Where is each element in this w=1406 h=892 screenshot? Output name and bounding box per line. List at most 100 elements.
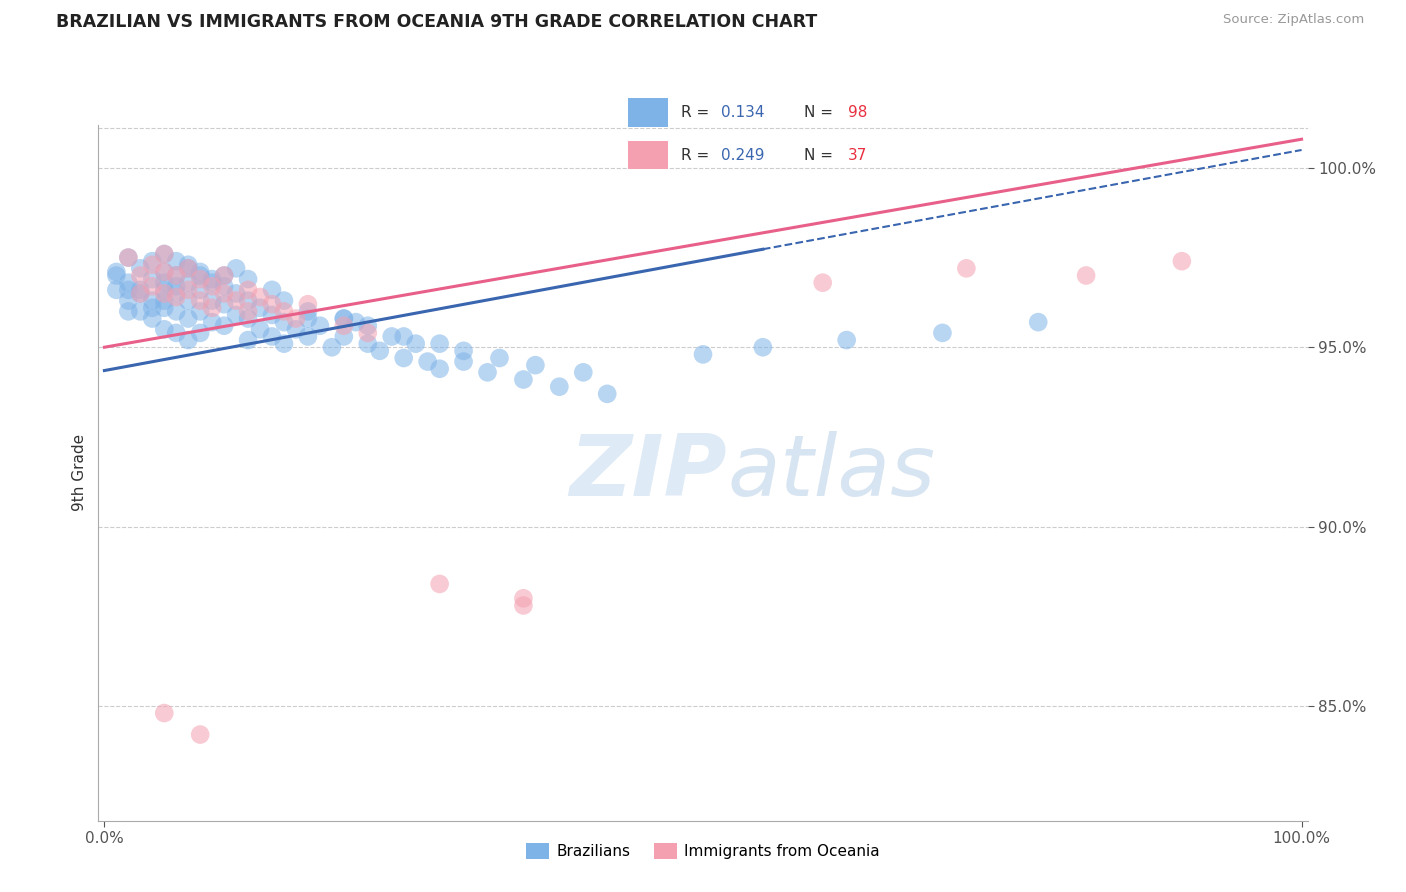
Point: [117, 283, 139, 297]
Point: [249, 301, 271, 315]
Point: [165, 268, 187, 283]
Point: [188, 304, 211, 318]
Point: [236, 311, 259, 326]
Point: [201, 279, 224, 293]
Point: [488, 351, 510, 365]
Point: [416, 354, 439, 368]
Point: [692, 347, 714, 361]
Point: [297, 297, 319, 311]
Point: [260, 308, 283, 322]
Point: [105, 268, 128, 283]
Point: [177, 293, 200, 308]
Point: [931, 326, 953, 340]
Point: [201, 301, 224, 315]
Point: [177, 261, 200, 276]
Point: [117, 276, 139, 290]
Text: 98: 98: [848, 105, 868, 120]
Point: [357, 326, 380, 340]
Text: atlas: atlas: [727, 431, 935, 515]
Point: [236, 333, 259, 347]
Point: [188, 265, 211, 279]
Text: R =: R =: [681, 148, 714, 162]
Point: [129, 304, 152, 318]
Text: N =: N =: [804, 105, 838, 120]
Point: [153, 276, 176, 290]
Point: [177, 333, 200, 347]
Point: [284, 322, 307, 336]
Point: [212, 268, 235, 283]
Point: [129, 283, 152, 297]
Point: [357, 336, 380, 351]
Point: [212, 279, 235, 293]
Point: [955, 261, 977, 276]
Point: [212, 318, 235, 333]
Point: [273, 336, 295, 351]
Point: [153, 265, 176, 279]
Point: [165, 286, 187, 301]
Point: [453, 343, 475, 358]
Point: [512, 599, 534, 613]
Point: [333, 311, 356, 326]
Point: [153, 286, 176, 301]
Bar: [628, 141, 668, 169]
Point: [249, 322, 271, 336]
Point: [392, 329, 415, 343]
Point: [188, 268, 211, 283]
Point: [177, 261, 200, 276]
Point: [212, 297, 235, 311]
Point: [835, 333, 858, 347]
Bar: [628, 98, 668, 127]
Text: R =: R =: [681, 105, 714, 120]
Point: [201, 272, 224, 286]
Point: [129, 286, 152, 301]
Point: [153, 247, 176, 261]
Point: [309, 318, 332, 333]
Point: [212, 268, 235, 283]
Point: [321, 340, 343, 354]
Point: [153, 706, 176, 720]
Point: [273, 304, 295, 318]
Point: [153, 283, 176, 297]
Point: [260, 283, 283, 297]
Point: [225, 261, 247, 276]
Point: [141, 293, 163, 308]
Point: [141, 301, 163, 315]
Point: [225, 286, 247, 301]
Point: [141, 311, 163, 326]
Point: [333, 329, 356, 343]
Point: [284, 311, 307, 326]
Point: [201, 315, 224, 329]
Point: [141, 258, 163, 272]
Point: [297, 304, 319, 318]
Legend: Brazilians, Immigrants from Oceania: Brazilians, Immigrants from Oceania: [520, 837, 886, 865]
Point: [596, 387, 619, 401]
Point: [105, 265, 128, 279]
Point: [297, 329, 319, 343]
Point: [381, 329, 404, 343]
Point: [344, 315, 367, 329]
Point: [225, 293, 247, 308]
Point: [201, 293, 224, 308]
Point: [477, 365, 499, 379]
Point: [188, 272, 211, 286]
Point: [153, 265, 176, 279]
Text: N =: N =: [804, 148, 838, 162]
Point: [212, 286, 235, 301]
Point: [1171, 254, 1194, 268]
Point: [201, 276, 224, 290]
Y-axis label: 9th Grade: 9th Grade: [72, 434, 87, 511]
Point: [225, 308, 247, 322]
Point: [177, 276, 200, 290]
Point: [141, 272, 163, 286]
Point: [1074, 268, 1097, 283]
Point: [752, 340, 775, 354]
Point: [333, 311, 356, 326]
Point: [177, 283, 200, 297]
Point: [297, 311, 319, 326]
Point: [129, 261, 152, 276]
Point: [153, 301, 176, 315]
Point: [105, 283, 128, 297]
Point: [405, 336, 427, 351]
Point: [141, 279, 163, 293]
Point: [177, 258, 200, 272]
